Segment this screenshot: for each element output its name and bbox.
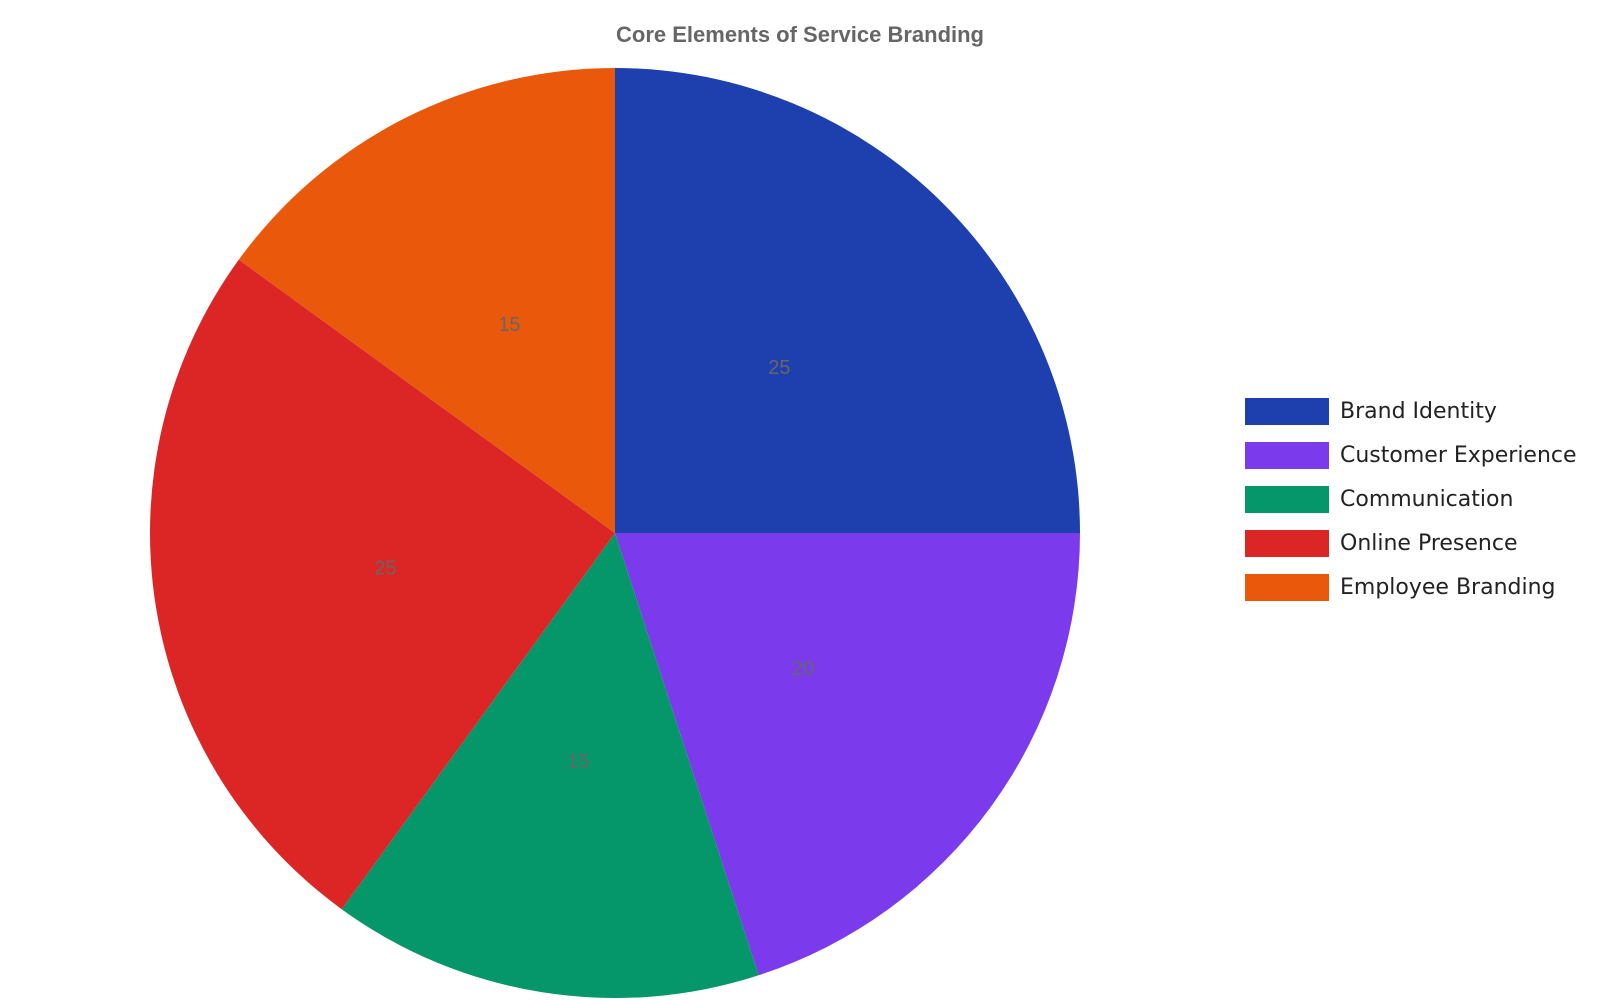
pie-slice	[615, 68, 1080, 533]
legend-item: Customer Experience	[1245, 442, 1577, 469]
legend-label: Employee Branding	[1340, 575, 1556, 600]
legend-swatch	[1245, 398, 1329, 425]
legend-label: Communication	[1340, 487, 1513, 512]
legend-item: Employee Branding	[1245, 574, 1556, 601]
value-label: 15	[568, 751, 590, 773]
chart-title: Core Elements of Service Branding	[616, 22, 984, 47]
pie-slice	[150, 259, 616, 910]
legend-swatch	[1245, 442, 1329, 469]
value-label: 15	[498, 314, 520, 336]
legend-label: Customer Experience	[1340, 443, 1577, 468]
legend-item: Communication	[1245, 486, 1513, 513]
pie-slice	[238, 68, 615, 533]
value-label: 25	[374, 558, 396, 580]
legend-swatch	[1245, 574, 1329, 601]
legend-swatch	[1245, 530, 1329, 557]
legend-label: Online Presence	[1340, 531, 1518, 556]
pie-slice	[615, 533, 1080, 976]
pie-slice	[341, 533, 759, 998]
legend-label: Brand Identity	[1340, 399, 1497, 424]
legend-item: Online Presence	[1245, 530, 1518, 557]
value-label: 25	[768, 357, 790, 379]
value-label: 20	[792, 658, 814, 680]
legend-swatch	[1245, 486, 1329, 513]
legend-item: Brand Identity	[1245, 398, 1497, 425]
